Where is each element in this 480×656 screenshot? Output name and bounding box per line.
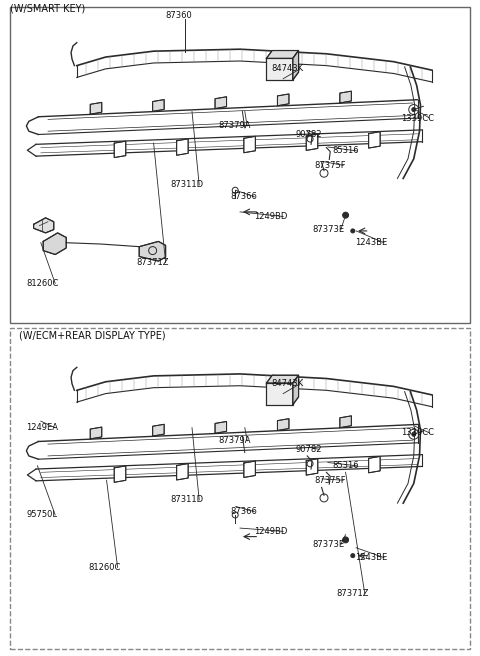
Polygon shape	[293, 375, 299, 405]
Polygon shape	[277, 419, 289, 430]
Polygon shape	[114, 466, 126, 482]
Circle shape	[343, 212, 348, 218]
Text: 87360: 87360	[166, 11, 192, 20]
Polygon shape	[340, 416, 351, 428]
Text: 85316: 85316	[333, 146, 359, 155]
Text: 87379A: 87379A	[218, 121, 251, 131]
Polygon shape	[215, 421, 227, 433]
Bar	[10, 7, 470, 323]
Text: (W/ECM+REAR DISPLAY TYPE): (W/ECM+REAR DISPLAY TYPE)	[19, 331, 166, 340]
Polygon shape	[177, 139, 188, 155]
Text: 87366: 87366	[230, 192, 257, 201]
Text: 81260C: 81260C	[26, 279, 59, 288]
Polygon shape	[306, 459, 318, 475]
Text: 87366: 87366	[230, 507, 257, 516]
Polygon shape	[306, 134, 318, 150]
Text: 87373E: 87373E	[312, 540, 344, 549]
Text: 90782: 90782	[295, 445, 322, 454]
Polygon shape	[139, 241, 166, 261]
Text: 85316: 85316	[333, 461, 359, 470]
Polygon shape	[244, 461, 255, 478]
Polygon shape	[266, 58, 293, 80]
Polygon shape	[266, 375, 299, 383]
Text: 1339CC: 1339CC	[401, 113, 434, 123]
Text: 1249BD: 1249BD	[254, 212, 288, 221]
Circle shape	[343, 537, 348, 543]
Text: 1339CC: 1339CC	[401, 428, 434, 438]
Polygon shape	[153, 424, 164, 436]
Text: 1249BD: 1249BD	[254, 527, 288, 536]
Polygon shape	[277, 94, 289, 106]
Text: 1249EA: 1249EA	[26, 423, 59, 432]
Circle shape	[412, 108, 416, 112]
Text: 1243BE: 1243BE	[355, 553, 387, 562]
Polygon shape	[90, 102, 102, 114]
Text: 1243BE: 1243BE	[355, 238, 387, 247]
Polygon shape	[293, 51, 299, 80]
Polygon shape	[244, 136, 255, 153]
Text: 84743K: 84743K	[271, 379, 303, 388]
Text: 87311D: 87311D	[170, 495, 204, 504]
Circle shape	[351, 229, 355, 233]
Polygon shape	[340, 91, 351, 103]
Text: 87371Z: 87371Z	[137, 258, 169, 267]
Text: 87375F: 87375F	[314, 476, 346, 485]
Text: 90782: 90782	[295, 130, 322, 139]
Polygon shape	[90, 427, 102, 439]
Polygon shape	[34, 218, 54, 233]
Text: 87379A: 87379A	[218, 436, 251, 445]
Polygon shape	[114, 141, 126, 157]
Text: 87373E: 87373E	[312, 225, 344, 234]
Polygon shape	[215, 96, 227, 108]
Polygon shape	[266, 51, 299, 58]
Polygon shape	[177, 464, 188, 480]
Text: 87371Z: 87371Z	[336, 589, 369, 598]
Text: 87375F: 87375F	[314, 161, 346, 170]
Bar	[10, 328, 470, 649]
Circle shape	[412, 432, 416, 436]
Text: 81260C: 81260C	[89, 563, 121, 572]
Text: 84743K: 84743K	[271, 64, 303, 73]
Circle shape	[351, 554, 355, 558]
Polygon shape	[369, 132, 380, 148]
Text: 95750L: 95750L	[26, 510, 58, 520]
Text: (W/SMART KEY): (W/SMART KEY)	[10, 4, 85, 14]
Polygon shape	[266, 383, 293, 405]
Polygon shape	[43, 233, 66, 255]
Polygon shape	[153, 100, 164, 112]
Polygon shape	[369, 457, 380, 473]
Text: 87311D: 87311D	[170, 180, 204, 190]
